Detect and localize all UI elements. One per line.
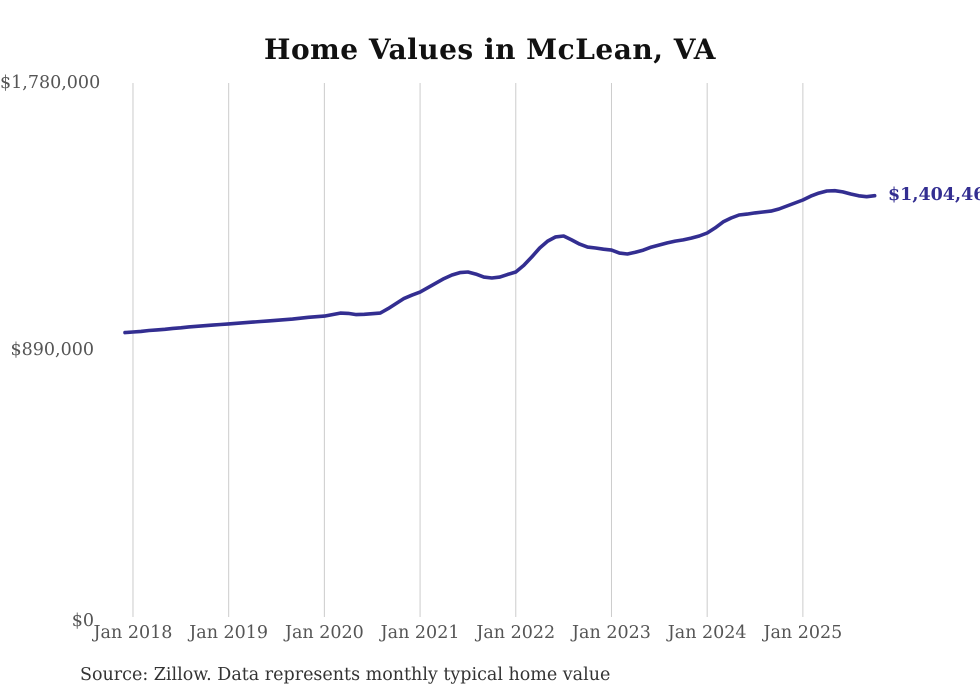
latest-value-label: $1,404,468 <box>888 185 980 205</box>
chart-title: Home Values in McLean, VA <box>264 33 716 66</box>
y-tick-label: $1,780,000 <box>0 73 101 93</box>
x-tick-label: Jan 2019 <box>189 623 269 643</box>
x-tick-label: Jan 2023 <box>572 623 651 643</box>
x-tick-label: Jan 2024 <box>667 623 747 643</box>
x-tick-label: Jan 2018 <box>93 623 173 643</box>
x-tick-label: Jan 2022 <box>476 623 556 643</box>
x-tick-label: Jan 2021 <box>380 623 460 643</box>
home-value-line <box>123 188 877 335</box>
x-tick-label: Jan 2025 <box>763 623 843 643</box>
source-note: Source: Zillow. Data represents monthly … <box>80 665 611 685</box>
x-tick-label: Jan 2020 <box>284 623 364 643</box>
y-tick-label: $890,000 <box>10 340 94 360</box>
y-tick-label: $0 <box>71 611 94 631</box>
